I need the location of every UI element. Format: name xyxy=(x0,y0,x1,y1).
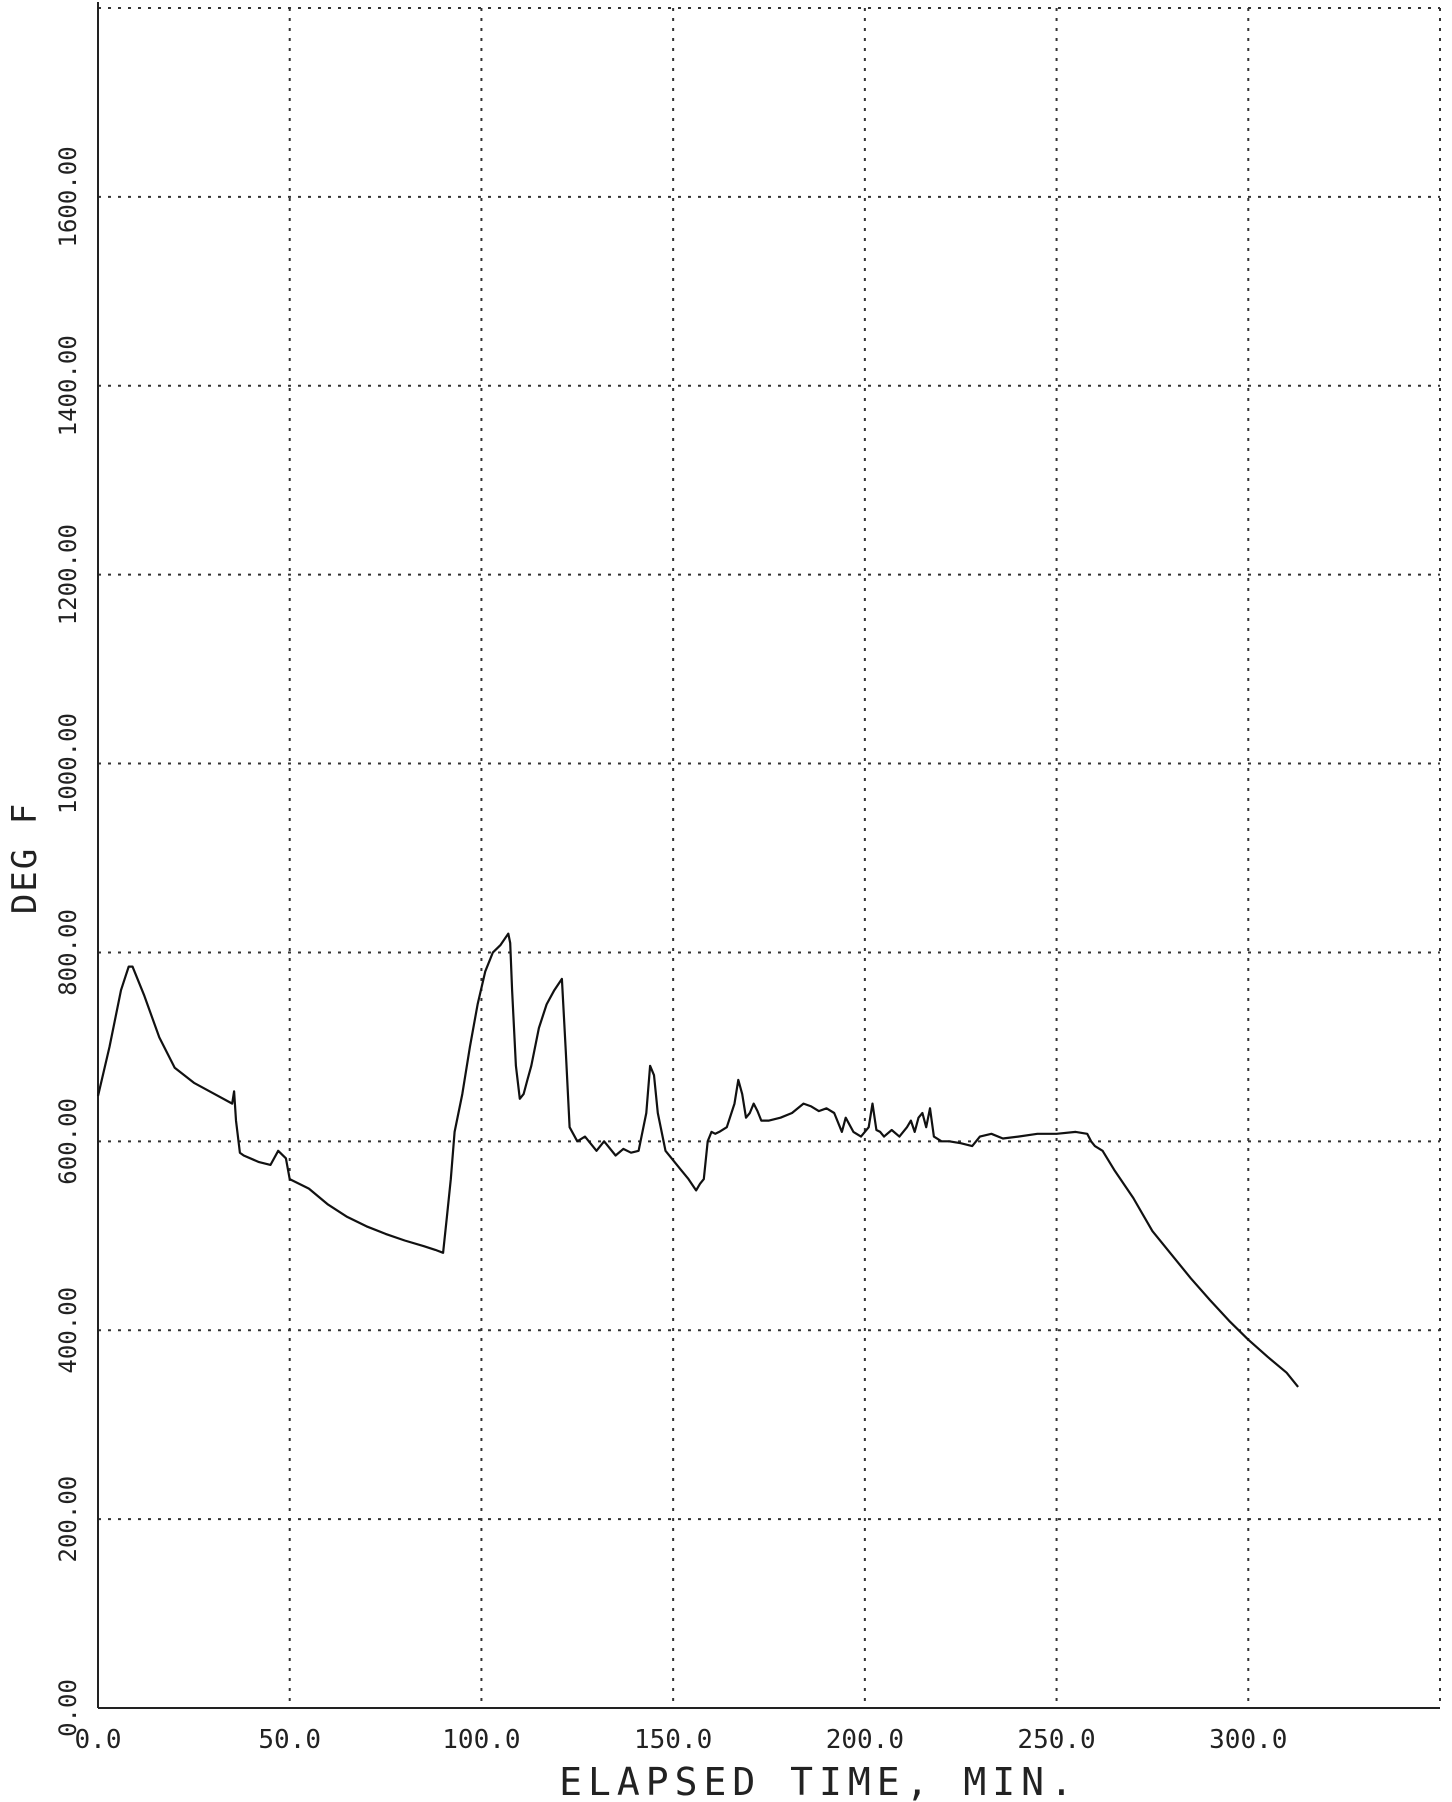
x-tick-label: 50.0 xyxy=(258,1725,321,1755)
x-tick-labels: 0.0 50.0 100.0 150.0 200.0 250.0 300.0 xyxy=(75,1725,1288,1755)
x-tick-label: 250.0 xyxy=(1017,1725,1095,1755)
x-tick-label: 0.0 xyxy=(75,1725,122,1755)
x-tick-label: 150.0 xyxy=(634,1725,712,1755)
series-line xyxy=(96,932,1299,1388)
y-tick-label: 200.00 xyxy=(54,1476,82,1563)
y-tick-label: 1600.00 xyxy=(54,146,82,247)
y-tick-label: 1000.00 xyxy=(54,713,82,814)
y-tick-label: 800.00 xyxy=(54,909,82,996)
y-tick-label: 400.00 xyxy=(54,1287,82,1374)
y-axis-label: DEG F xyxy=(5,802,45,914)
y-tick-labels: 0.00 200.00 400.00 600.00 800.00 1000.00 1200.… xyxy=(54,146,82,1737)
x-tick-label: 300.0 xyxy=(1209,1725,1287,1755)
x-tick-label: 200.0 xyxy=(826,1725,904,1755)
y-tick-label: 1400.00 xyxy=(54,335,82,436)
y-tick-label: 1200.00 xyxy=(54,524,82,625)
x-tick-label: 100.0 xyxy=(442,1725,520,1755)
gridlines xyxy=(98,7,1441,1708)
x-axis-label: ELAPSED TIME, MIN. xyxy=(559,1760,1079,1802)
series-layer xyxy=(96,932,1299,1388)
y-tick-label: 0.00 xyxy=(54,1679,82,1737)
y-tick-label: 600.00 xyxy=(54,1098,82,1185)
axes xyxy=(97,2,1440,1709)
